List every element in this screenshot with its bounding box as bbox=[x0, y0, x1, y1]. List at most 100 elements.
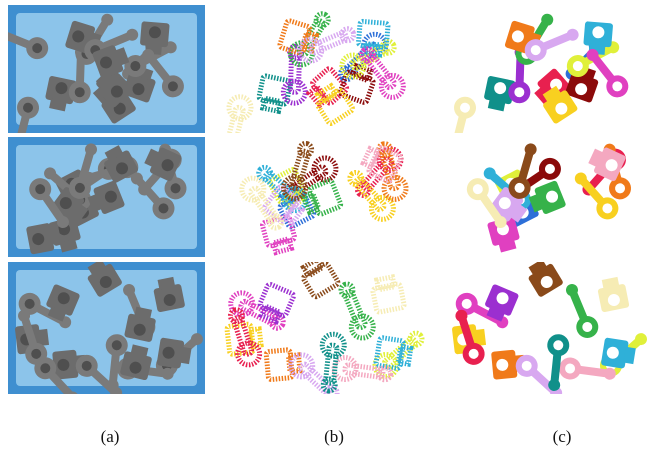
part bbox=[45, 76, 77, 112]
part-ring-end bbox=[256, 164, 274, 182]
part bbox=[528, 262, 563, 297]
part-ring-end bbox=[101, 13, 114, 26]
part bbox=[586, 48, 629, 98]
part-ring-end bbox=[634, 333, 647, 346]
part-tab bbox=[258, 302, 284, 325]
part-rod bbox=[364, 52, 397, 91]
part-hole bbox=[607, 294, 620, 307]
part-hole bbox=[74, 87, 85, 98]
part-hole bbox=[555, 102, 568, 115]
panel-label: (a) bbox=[101, 427, 120, 446]
part-rod bbox=[323, 342, 340, 386]
part bbox=[466, 178, 507, 229]
part-hole bbox=[158, 203, 169, 214]
panel-image bbox=[452, 13, 629, 133]
part bbox=[262, 184, 306, 227]
panel-image bbox=[8, 137, 205, 257]
part-ring-end bbox=[56, 216, 69, 229]
part-hole bbox=[113, 102, 126, 115]
part-hole bbox=[582, 321, 593, 332]
part bbox=[297, 26, 357, 64]
part bbox=[29, 178, 69, 229]
part-tab bbox=[281, 200, 306, 227]
part-tab bbox=[144, 148, 161, 168]
part-rod bbox=[382, 336, 419, 370]
part-ring-end bbox=[338, 281, 356, 299]
part-rod bbox=[289, 164, 329, 195]
part bbox=[239, 175, 285, 231]
part bbox=[46, 284, 80, 322]
part-ring-end bbox=[524, 143, 537, 156]
part-ring-end bbox=[320, 376, 338, 394]
part-ring bbox=[228, 290, 256, 318]
part-hole bbox=[132, 83, 145, 96]
part-ring-end bbox=[376, 365, 394, 383]
part bbox=[224, 94, 254, 133]
part-tab bbox=[486, 306, 506, 322]
part-ring bbox=[226, 94, 254, 122]
panel-image bbox=[239, 140, 409, 256]
part bbox=[300, 262, 341, 300]
part-block bbox=[373, 335, 406, 371]
part bbox=[347, 169, 396, 222]
part-hole bbox=[544, 163, 555, 174]
part-rod bbox=[231, 314, 255, 357]
part-ring-end bbox=[603, 367, 616, 380]
part-ring-end bbox=[82, 171, 95, 184]
part-ring-end bbox=[586, 48, 599, 61]
part-tab bbox=[300, 262, 326, 280]
part-hole bbox=[111, 340, 122, 351]
part-hole bbox=[130, 61, 141, 72]
part-ring-end bbox=[106, 379, 119, 392]
part-hole bbox=[31, 348, 42, 359]
part-hole bbox=[496, 292, 509, 305]
part bbox=[485, 284, 519, 322]
part-tab bbox=[498, 238, 517, 253]
part-tab bbox=[70, 203, 89, 223]
part-hole bbox=[167, 81, 178, 92]
part-ring-end bbox=[313, 11, 331, 29]
part-ring bbox=[288, 352, 316, 380]
part-tab bbox=[59, 238, 78, 253]
part-rod bbox=[224, 104, 246, 133]
part-ring-end bbox=[407, 330, 425, 348]
part-tab bbox=[87, 262, 107, 276]
part bbox=[524, 28, 579, 62]
part-hole bbox=[32, 233, 45, 246]
part-ring-end bbox=[354, 181, 372, 199]
part bbox=[124, 306, 156, 342]
part-ring bbox=[287, 40, 315, 68]
panel-image bbox=[466, 143, 632, 253]
part-block bbox=[356, 18, 391, 50]
part bbox=[153, 276, 185, 313]
part-tab bbox=[623, 346, 636, 365]
part bbox=[559, 357, 616, 380]
part-tab bbox=[373, 273, 398, 293]
part-hole bbox=[530, 45, 541, 56]
part-hole bbox=[553, 340, 564, 351]
part-ring bbox=[281, 174, 309, 202]
part-hole bbox=[514, 87, 525, 98]
part-hole bbox=[162, 346, 175, 359]
part-hole bbox=[72, 30, 85, 43]
part bbox=[122, 65, 156, 103]
part bbox=[281, 140, 315, 202]
part bbox=[105, 334, 128, 392]
part-hole bbox=[550, 78, 563, 91]
part bbox=[142, 48, 184, 98]
part-tab bbox=[298, 29, 320, 54]
panel-image bbox=[8, 262, 205, 394]
part-hole bbox=[32, 43, 43, 54]
part bbox=[601, 337, 636, 369]
part-rod bbox=[360, 155, 395, 192]
part-hole bbox=[35, 184, 46, 195]
part-hole bbox=[575, 83, 588, 96]
part-ring-end bbox=[548, 379, 561, 392]
part-ring-end bbox=[455, 309, 468, 322]
panel-image bbox=[452, 262, 647, 394]
part-tab bbox=[487, 98, 506, 112]
panel-label: (b) bbox=[324, 427, 344, 446]
part bbox=[528, 180, 566, 214]
